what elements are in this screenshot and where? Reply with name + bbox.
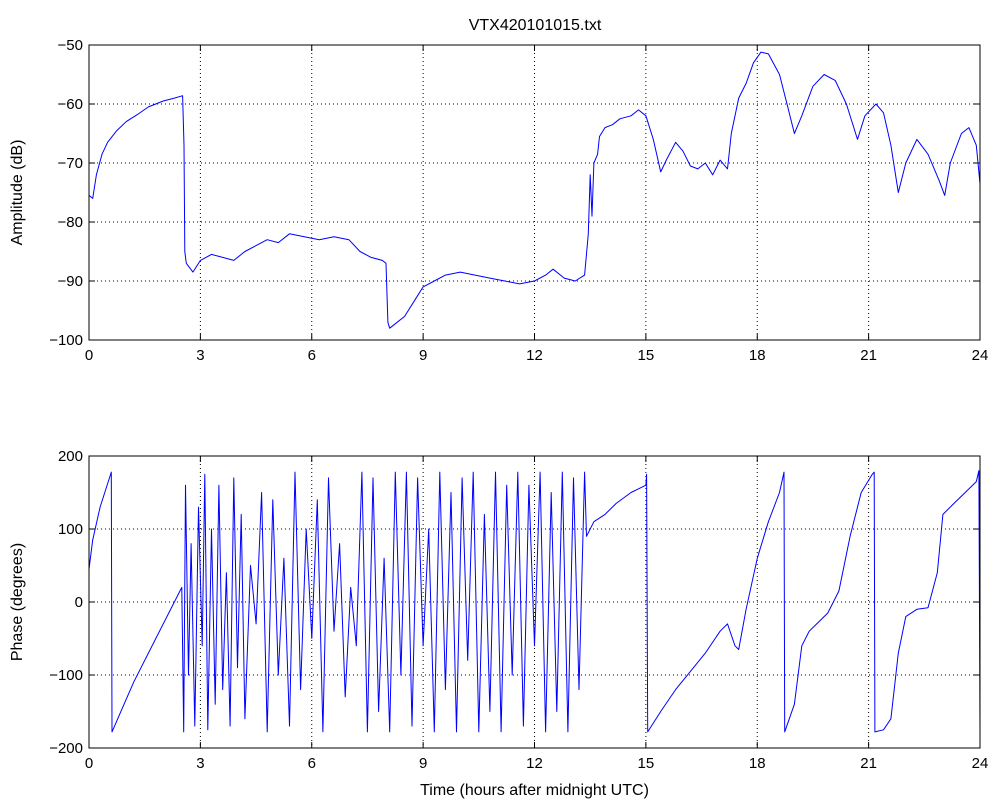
y-tick-label: −60 — [58, 96, 83, 113]
x-tick-label: 6 — [308, 755, 316, 772]
axes-frame — [88, 44, 981, 341]
y-tick-label: 0 — [75, 594, 83, 611]
x-tick-label: 3 — [196, 755, 204, 772]
x-tick-label: 18 — [749, 347, 766, 364]
x-tick-label: 0 — [85, 755, 93, 772]
x-tick-label: 15 — [638, 755, 655, 772]
x-tick-label: 3 — [196, 347, 204, 364]
phase-plot: 0 3 6 9 12 15 18 21 24 200 100 0 −100 −200 Phase (degr… — [9, 448, 988, 799]
series-line — [88, 470, 981, 733]
y-tick-label: 200 — [58, 448, 83, 465]
x-tick-label: 12 — [526, 347, 543, 364]
chart-title: VTX420101015.txt — [469, 17, 602, 34]
y-tick-label: −50 — [58, 37, 83, 54]
x-tick-label: 9 — [419, 755, 427, 772]
x-tick-label: 12 — [526, 755, 543, 772]
y-tick-label: −90 — [58, 273, 83, 290]
y-tick-label: −200 — [49, 740, 83, 757]
x-axis-label: Time (hours after midnight UTC) — [420, 782, 649, 799]
x-tick-label: 21 — [860, 755, 877, 772]
y-tick-label: −100 — [49, 667, 83, 684]
amplitude-plot: 0 3 6 9 12 15 18 21 24 −50 −60 −70 −80 −90 −100 Amplitu… — [9, 37, 988, 364]
y-axis-label: Phase (degrees) — [9, 543, 26, 661]
y-tick-label: 100 — [58, 521, 83, 538]
axes-frame — [88, 455, 981, 749]
x-tick-label: 24 — [972, 347, 989, 364]
x-tick-label: 21 — [860, 347, 877, 364]
x-tick-label: 15 — [638, 347, 655, 364]
y-tick-label: −100 — [49, 332, 83, 349]
series-line — [88, 51, 981, 329]
y-tick-label: −70 — [58, 155, 83, 172]
x-tick-label: 6 — [308, 347, 316, 364]
y-tick-label: −80 — [58, 214, 83, 231]
x-tick-label: 24 — [972, 755, 989, 772]
y-axis-label: Amplitude (dB) — [9, 140, 26, 246]
x-tick-label: 0 — [85, 347, 93, 364]
x-tick-label: 18 — [749, 755, 766, 772]
x-tick-label: 9 — [419, 347, 427, 364]
